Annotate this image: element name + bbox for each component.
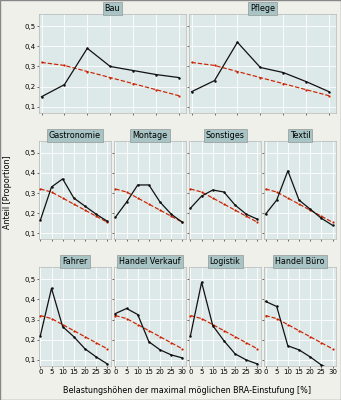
Text: Anteil [Proportion]: Anteil [Proportion] bbox=[3, 155, 12, 229]
Title: Montage: Montage bbox=[132, 131, 167, 140]
Title: Handel Verkauf: Handel Verkauf bbox=[119, 257, 181, 266]
Title: Textil: Textil bbox=[290, 131, 310, 140]
Title: Bau: Bau bbox=[105, 4, 120, 13]
Title: Fahrer: Fahrer bbox=[62, 257, 88, 266]
Text: Belastungshöhen der maximal möglichen BRA-Einstufung [%]: Belastungshöhen der maximal möglichen BR… bbox=[63, 386, 312, 395]
Title: Handel Büro: Handel Büro bbox=[276, 257, 325, 266]
Title: Logistik: Logistik bbox=[210, 257, 240, 266]
Title: Gastronomie: Gastronomie bbox=[49, 131, 101, 140]
Title: Sonstiges: Sonstiges bbox=[206, 131, 244, 140]
Title: Pflege: Pflege bbox=[250, 4, 275, 13]
